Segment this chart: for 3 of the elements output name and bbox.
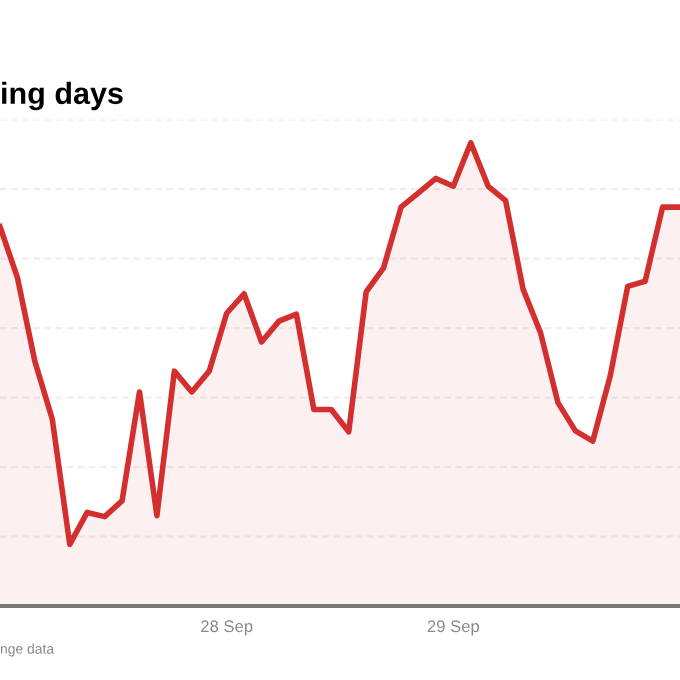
x-tick-label: 29 Sep: [427, 620, 480, 636]
x-tick-label: 28 Sep: [201, 620, 253, 636]
chart-title: ing days: [2, 81, 123, 111]
